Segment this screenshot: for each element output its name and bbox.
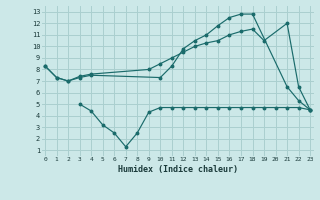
X-axis label: Humidex (Indice chaleur): Humidex (Indice chaleur) (118, 165, 237, 174)
